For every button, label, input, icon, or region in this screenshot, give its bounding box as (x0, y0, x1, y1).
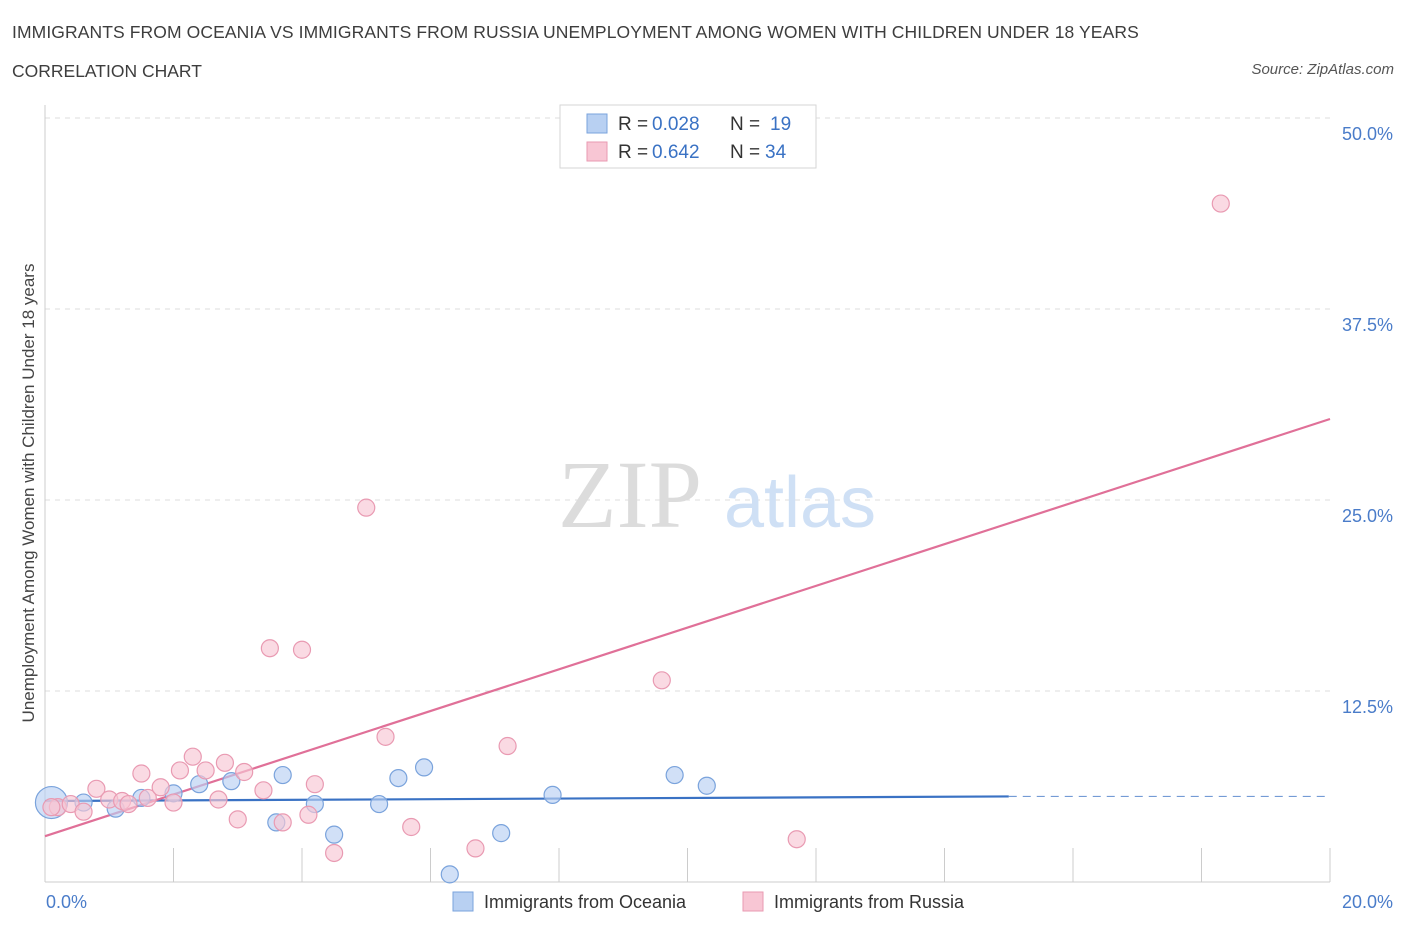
x-tick-label-max: 20.0% (1342, 892, 1393, 912)
legend-swatch-oceania (586, 113, 608, 134)
oceania-point-10 (370, 794, 389, 814)
y-tick-label-3: 50.0% (1342, 124, 1393, 144)
y-tick-label-1: 25.0% (1342, 506, 1393, 526)
russia-point-30 (652, 671, 671, 690)
chart-subtitle: CORRELATION CHART (12, 61, 202, 81)
russia-point-6 (119, 794, 138, 814)
russia-point-14 (209, 790, 228, 809)
oceania-point-9 (325, 825, 344, 844)
oceania-point-17 (697, 776, 716, 795)
russia-point-7 (132, 764, 151, 783)
oceania-point-15 (543, 785, 562, 805)
legend-n-label-oceania: N = (730, 114, 760, 135)
legend-swatch-russia (586, 141, 608, 162)
oceania-point-13 (440, 865, 459, 884)
legend-n-value-oceania: 19 (770, 114, 791, 135)
russia-point-33 (42, 798, 61, 817)
russia-point-26 (376, 727, 395, 746)
bottom-legend-swatch-russia (742, 891, 764, 912)
russia-point-10 (164, 793, 183, 812)
oceania-point-5 (222, 772, 241, 791)
data-points (34, 194, 1230, 884)
russia-point-23 (305, 775, 324, 794)
russia-point-21 (292, 640, 312, 659)
russia-point-18 (254, 781, 273, 800)
russia-point-31 (787, 830, 806, 849)
oceania-trend-line (44, 795, 1009, 803)
bottom-legend-label-oceania: Immigrants from Oceania (484, 892, 687, 912)
x-tick-labels: 0.0% 20.0% (46, 892, 1393, 912)
russia-point-9 (151, 778, 170, 797)
bottom-legend-swatch-oceania (452, 891, 474, 912)
russia-point-13 (196, 761, 215, 780)
oceania-point-12 (414, 758, 434, 777)
legend-n-value-russia: 34 (765, 142, 787, 163)
legend-r-value-oceania: 0.028 (652, 114, 700, 135)
y-axis-label: Unemployment Among Women with Children U… (19, 264, 38, 723)
russia-point-19 (273, 813, 292, 832)
trend-lines (44, 417, 1331, 838)
y-tick-label-2: 37.5% (1342, 315, 1393, 335)
series-legend: Immigrants from Oceania Immigrants from … (452, 891, 965, 912)
russia-trend-line (44, 417, 1331, 838)
russia-point-3 (87, 779, 106, 798)
russia-point-29 (498, 736, 517, 756)
russia-point-15 (215, 753, 234, 772)
legend-r-label-russia: R = (618, 142, 648, 163)
russia-point-2 (74, 802, 93, 821)
russia-point-11 (170, 761, 190, 780)
russia-point-12 (183, 747, 202, 766)
russia-point-17 (235, 762, 254, 782)
russia-point-22 (299, 805, 318, 824)
axes (44, 105, 1331, 883)
legend-n-label-russia: N = (730, 142, 760, 163)
russia-point-8 (138, 788, 157, 808)
russia-point-20 (260, 639, 279, 658)
russia-point-24 (325, 843, 344, 863)
russia-point-25 (357, 498, 376, 517)
oceania-point-14 (492, 824, 511, 843)
russia-point-28 (466, 839, 485, 858)
oceania-point-7 (273, 765, 292, 785)
oceania-point-11 (389, 768, 408, 788)
legend-r-label-oceania: R = (618, 114, 648, 135)
y-tick-label-0: 12.5% (1342, 697, 1393, 717)
russia-point-27 (402, 817, 421, 837)
legend-r-value-russia: 0.642 (652, 142, 700, 163)
russia-point-16 (228, 810, 247, 829)
watermark: ZIP atlas (558, 441, 876, 548)
watermark-atlas: atlas (724, 463, 876, 543)
chart-title: IMMIGRANTS FROM OCEANIA VS IMMIGRANTS FR… (12, 22, 1139, 42)
x-tick-label-min: 0.0% (46, 892, 87, 912)
bottom-legend-label-russia: Immigrants from Russia (774, 892, 965, 912)
oceania-point-16 (665, 765, 684, 785)
y-tick-labels: 12.5% 25.0% 37.5% 50.0% (1342, 124, 1393, 717)
russia-point-32 (1211, 194, 1230, 213)
watermark-zip: ZIP (558, 441, 702, 548)
correlation-legend: R = 0.028 N = 19 R = 0.642 N = 34 (559, 104, 817, 169)
grid-lines (45, 117, 1330, 692)
source-label: Source: ZipAtlas.com (1251, 61, 1394, 78)
